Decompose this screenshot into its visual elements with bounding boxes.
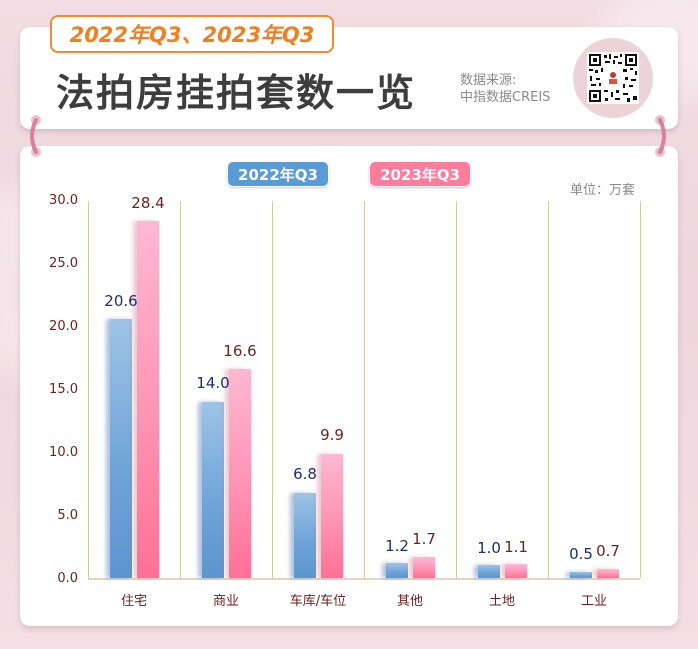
legend-2022: 2022年Q3 xyxy=(227,161,329,187)
x-label: 工业 xyxy=(580,594,607,609)
page-title: 法拍房挂拍套数一览 xyxy=(56,71,417,115)
bar-2023-industrial xyxy=(597,569,619,578)
gridline xyxy=(456,201,457,578)
x-label: 土地 xyxy=(488,594,515,609)
value-label: 0.7 xyxy=(596,542,620,560)
value-label: 28.4 xyxy=(131,194,165,212)
data-source: 数据来源: 中指数据CREIS xyxy=(460,72,550,106)
binder-ring-left xyxy=(30,115,41,157)
gridline xyxy=(180,201,181,578)
value-label: 20.6 xyxy=(104,292,138,310)
period-badge: 2022年Q3、2023年Q3 xyxy=(50,15,334,53)
bar-2022-parking xyxy=(294,493,316,578)
bar-2022-industrial xyxy=(570,572,592,578)
y-tick: 25.0 xyxy=(49,256,78,271)
gridline xyxy=(364,201,365,578)
value-label: 6.8 xyxy=(293,465,317,483)
bar-2022-residential xyxy=(110,319,132,578)
qr-code-icon xyxy=(587,52,639,104)
value-label: 16.6 xyxy=(223,342,257,360)
bar-2023-land xyxy=(505,564,527,578)
gridline xyxy=(272,201,273,578)
bar-2023-commercial xyxy=(229,369,251,578)
y-tick: 15.0 xyxy=(49,382,78,397)
y-tick: 20.0 xyxy=(49,319,78,334)
bar-2022-other xyxy=(386,563,408,578)
gridline xyxy=(88,201,89,578)
value-label: 9.9 xyxy=(320,426,344,444)
value-label: 0.5 xyxy=(569,545,593,563)
value-label: 14.0 xyxy=(196,374,230,392)
source-label: 数据来源: xyxy=(460,73,517,88)
y-tick: 0.0 xyxy=(57,571,78,586)
x-label: 商业 xyxy=(212,594,239,609)
binder-ring-right xyxy=(655,115,666,157)
x-label: 住宅 xyxy=(120,594,147,609)
x-label: 其他 xyxy=(396,594,423,609)
bar-2022-land xyxy=(478,565,500,578)
bar-2022-commercial xyxy=(202,402,224,578)
unit-label: 单位：万套 xyxy=(570,183,636,198)
bar-2023-parking xyxy=(321,454,343,578)
y-tick: 5.0 xyxy=(57,508,78,523)
x-label: 车库/车位 xyxy=(289,594,347,609)
value-label: 1.7 xyxy=(412,530,436,548)
source-name: 中指数据CREIS xyxy=(460,90,551,105)
x-axis xyxy=(88,578,640,580)
gridline xyxy=(640,201,641,578)
y-tick: 10.0 xyxy=(49,445,78,460)
value-label: 1.2 xyxy=(385,537,409,555)
y-tick: 30.0 xyxy=(49,193,78,208)
value-label: 1.0 xyxy=(477,539,501,557)
bar-2023-other xyxy=(413,557,435,578)
legend-label: 2023年Q3 xyxy=(380,165,460,184)
legend-2023: 2023年Q3 xyxy=(369,161,471,187)
bar-2023-residential xyxy=(137,221,159,578)
gridline xyxy=(548,201,549,578)
legend-label: 2022年Q3 xyxy=(238,165,318,184)
value-label: 1.1 xyxy=(504,538,528,556)
qr-code-container xyxy=(573,38,653,118)
